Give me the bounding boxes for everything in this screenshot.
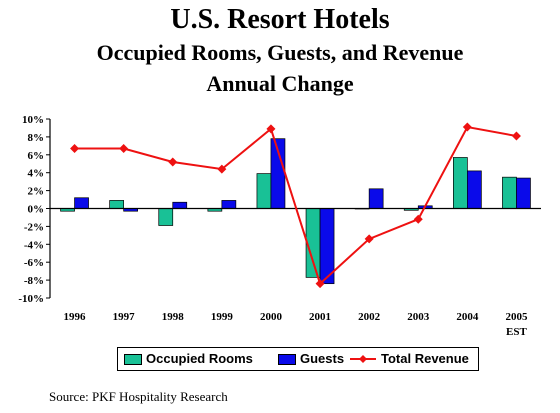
y-tick-label: 4% [28,168,45,180]
total-revenue-point [315,279,325,289]
y-tick-label: -8% [24,275,44,287]
legend-swatch-occupied-rooms [124,354,142,365]
y-tick-label: -4% [24,239,44,251]
y-tick-label: -10% [18,293,44,305]
legend-label-occupied-rooms: Occupied Rooms [146,351,253,366]
legend-swatch-guests [278,354,296,365]
y-tick-label: 8% [28,132,45,144]
chart-subtitle: Occupied Rooms, Guests, and Revenue [96,40,464,65]
x-tick-label: 2005 [505,311,528,323]
x-tick-label: 2003 [407,311,430,323]
x-tick-sublabel: EST [506,326,527,338]
total-revenue-point [217,164,227,174]
total-revenue-point [364,234,374,244]
chart-plot-area: 10% 8% 6% 4% 2% 0% -2% -4% -6% -8% -10% 1996 1997 199… [18,114,541,338]
y-tick-label: 10% [22,114,44,126]
y-tick-label: 0% [28,204,45,216]
bar-occupied-rooms [158,208,174,226]
legend-label-total-revenue: Total Revenue [381,351,469,366]
y-tick-label: -2% [24,221,44,233]
bar-occupied-rooms [109,200,125,209]
y-tick-label: 2% [28,186,45,198]
bar-guests [516,177,531,209]
x-tick-label: 2004 [456,311,479,323]
y-tick-label: -6% [24,257,44,269]
total-revenue-point [462,122,472,132]
bar-occupied-rooms [256,173,272,209]
bar-guests [74,197,89,209]
x-tick-label: 1999 [211,311,234,323]
legend-label-guests: Guests [300,351,345,366]
chart-title: U.S. Resort Hotels [170,4,390,35]
total-revenue-point [168,157,178,167]
x-tick-label: 2002 [358,311,381,323]
bar-guests [467,170,482,209]
y-tick-label: 6% [28,150,45,162]
chart-legend: Occupied Rooms Guests Total Revenue [117,347,479,371]
total-revenue-point [119,144,129,154]
x-tick-label: 1998 [162,311,185,323]
chart-subtitle-2: Annual Change [206,71,354,96]
total-revenue-point [413,214,423,224]
bar-guests [172,201,188,209]
total-revenue-line [74,125,517,286]
total-revenue-point [511,131,521,141]
x-tick-label: 1997 [113,311,136,323]
x-tick-label: 2000 [260,311,283,323]
bar-occupied-rooms [502,176,517,209]
total-revenue-point [266,124,276,134]
x-tick-label: 1996 [64,311,87,323]
bar-occupied-rooms [453,157,468,209]
bar-guests [368,188,384,209]
bar-guests [221,200,237,209]
x-tick-label: 2001 [309,311,331,323]
source-note: Source: PKF Hospitality Research [49,389,228,404]
legend-marker-total-revenue [350,355,376,363]
total-revenue-point [70,144,80,154]
